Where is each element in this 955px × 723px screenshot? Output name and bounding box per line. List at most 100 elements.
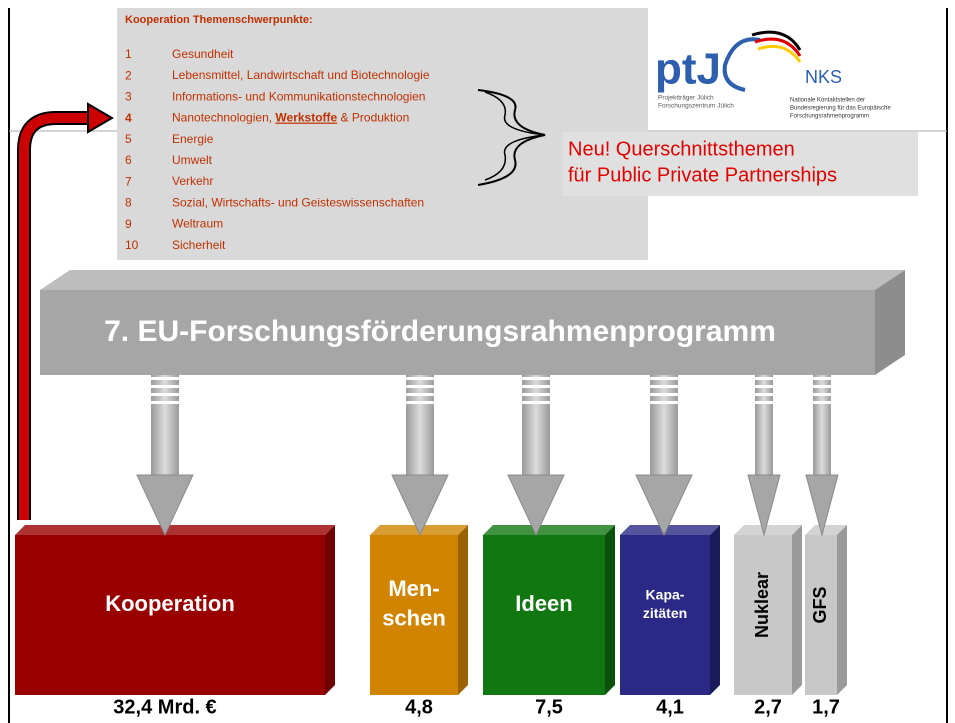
item-label-part: Werkstoffe <box>275 111 337 125</box>
arrow-stripe <box>406 385 434 388</box>
item-label: Nanotechnologien, Werkstoffe & Produktio… <box>172 111 409 125</box>
item-label-part: Verkehr <box>172 174 213 188</box>
arrow-stripe <box>406 377 434 380</box>
arrow-stripe <box>151 377 179 380</box>
item-label: Gesundheit <box>172 47 234 61</box>
item-label-part: Weltraum <box>172 217 223 231</box>
arrow-stripe <box>522 393 550 396</box>
item-number: 10 <box>125 238 139 252</box>
logo-nks-swoosh <box>725 39 760 90</box>
item-label: Umwelt <box>172 153 213 167</box>
item-label-part: Gesundheit <box>172 47 234 61</box>
arrow-stem <box>522 375 550 475</box>
block-amount: 32,4 Mrd. € <box>113 696 216 718</box>
block-label: Kooperation <box>105 591 235 616</box>
block-label: GFS <box>810 586 830 623</box>
arrow-stem <box>755 375 773 475</box>
item-number: 5 <box>125 132 132 146</box>
arrow-stripe <box>813 377 831 380</box>
programme-blocks: Kooperation 32,4 Mrd. € Men-schen 4,8 Ideen 7… <box>15 375 847 718</box>
block-amount: 1,7 <box>812 696 840 718</box>
logo-nks: NKS <box>805 67 842 87</box>
logo-line: Forschungszentrum Jülich <box>658 103 734 110</box>
arrow-stripe <box>522 401 550 404</box>
logo-line: Bundesregierung für das Europäische <box>790 106 891 112</box>
block-side <box>837 525 847 695</box>
block-top <box>734 525 802 535</box>
block-amount: 2,7 <box>754 696 782 718</box>
slide: Kooperation Themenschwerpunkte: 1 Gesundh… <box>0 0 955 723</box>
page: Kooperation Themenschwerpunkte: 1 Gesundh… <box>0 0 955 723</box>
block-label: Men- <box>388 576 439 601</box>
item-label-part: Umwelt <box>172 153 213 167</box>
item-label: Verkehr <box>172 174 213 188</box>
arrow-stripe <box>755 377 773 380</box>
item-label-part: Sozial, Wirtschafts- und Geisteswissensc… <box>172 196 424 210</box>
item-label-part: Informations- und Kommunikationstechnolo… <box>172 90 425 104</box>
item-label: Sozial, Wirtschafts- und Geisteswissensc… <box>172 196 424 210</box>
block-amount: 4,8 <box>405 696 433 718</box>
arrow-stripe <box>522 377 550 380</box>
logo-line: Forschungsrahmenprogramm <box>790 114 869 120</box>
item-label: Informations- und Kommunikationstechnolo… <box>172 90 425 104</box>
block-side <box>710 525 720 695</box>
block-amount: 4,1 <box>656 696 684 718</box>
panel-title: Kooperation Themenschwerpunkte: <box>125 14 313 26</box>
item-label: Energie <box>172 132 214 146</box>
item-number: 2 <box>125 68 132 82</box>
block-label: Kapa- <box>646 586 685 602</box>
banner-title: 7. EU-Forschungsförderungsrahmenprogramm <box>104 315 776 348</box>
callout-text: für Public Private Partnerships <box>568 164 837 186</box>
arrow-stem <box>650 375 678 475</box>
item-label-part: Nanotechnologien, <box>172 111 275 125</box>
item-label-part: Sicherheit <box>172 238 226 252</box>
item-label: Sicherheit <box>172 238 226 252</box>
banner-top <box>40 270 905 290</box>
item-number: 4 <box>125 111 132 125</box>
arrow-stripe <box>522 385 550 388</box>
item-number: 1 <box>125 47 132 61</box>
arrow-stripe <box>813 393 831 396</box>
item-label-part: Energie <box>172 132 214 146</box>
arrow-stripe <box>813 401 831 404</box>
arrow-head <box>88 104 112 132</box>
arrow-stripe <box>406 393 434 396</box>
block-side <box>605 525 615 695</box>
block-side <box>458 525 468 695</box>
item-label: Weltraum <box>172 217 223 231</box>
block-label: Ideen <box>515 591 572 616</box>
callout-text: Neu! Querschnittsthemen <box>568 138 795 160</box>
item-number: 9 <box>125 217 132 231</box>
block-side <box>325 525 335 695</box>
arrow-stripe <box>650 393 678 396</box>
logo-nks-text: Nationale Kontaktstellen der Bundesregier… <box>790 98 891 120</box>
block-side <box>792 525 802 695</box>
logo-ptj-text: Projektträger JülichForschungszentrum Jü… <box>658 95 734 110</box>
arrow-stripe <box>755 393 773 396</box>
arrow-stripe <box>151 401 179 404</box>
arrow-stripe <box>755 401 773 404</box>
block-amount: 7,5 <box>535 696 563 718</box>
arrow-stem <box>151 375 179 475</box>
arrow-stripe <box>650 377 678 380</box>
item-label-part: Lebensmittel, Landwirtschaft und Biotech… <box>172 68 430 82</box>
block-top <box>620 525 720 535</box>
block-label: Nuklear <box>752 572 772 638</box>
logo-ptj: ptJ <box>655 45 721 94</box>
logo-line: Projektträger Jülich <box>658 95 714 102</box>
block-label: zitäten <box>643 605 687 621</box>
item-number: 7 <box>125 174 132 188</box>
arrow-stem <box>813 375 831 475</box>
arrow-stripe <box>650 401 678 404</box>
block-top <box>483 525 615 535</box>
item-number: 6 <box>125 153 132 167</box>
logo-line: Nationale Kontaktstellen der <box>790 98 865 104</box>
arrow-stripe <box>151 393 179 396</box>
arrow-stripe <box>755 385 773 388</box>
block-label: schen <box>382 606 446 631</box>
item-number: 8 <box>125 196 132 210</box>
block-top <box>15 525 335 535</box>
arrow-stripe <box>406 401 434 404</box>
arrow-stripe <box>151 385 179 388</box>
item-label: Lebensmittel, Landwirtschaft und Biotech… <box>172 68 430 82</box>
